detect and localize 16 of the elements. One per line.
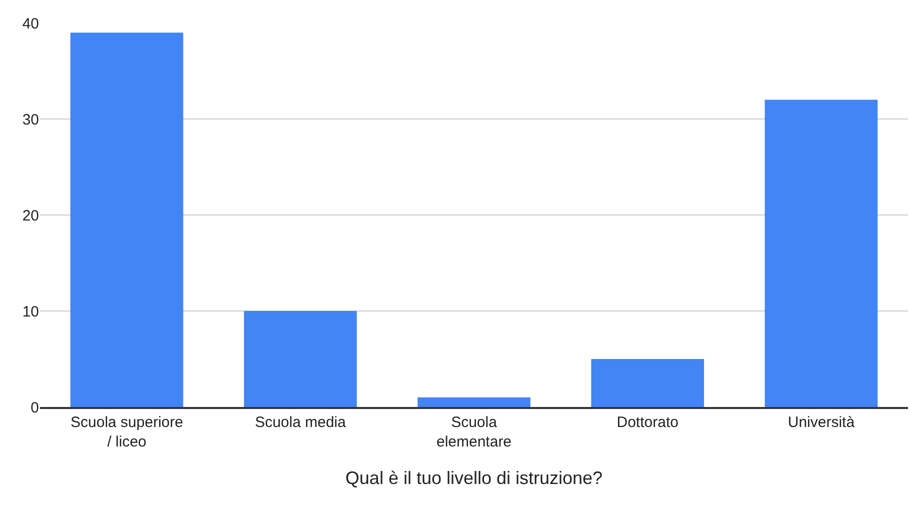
- bar: [70, 32, 184, 407]
- y-tick-label: 40: [22, 15, 39, 32]
- x-tick-label: Scuola media: [254, 414, 346, 431]
- x-axis-title: Qual è il tuo livello di istruzione?: [345, 468, 603, 488]
- x-tick-label: Scuola elementare: [436, 414, 512, 450]
- y-tick-label: 30: [22, 111, 39, 128]
- y-tick-label: 10: [22, 303, 39, 320]
- y-tick-label: 0: [30, 399, 39, 416]
- y-tick-label: 20: [22, 207, 39, 224]
- x-tick-label: Scuola superiore / liceo: [70, 414, 184, 450]
- x-tick-label: Dottorato: [616, 414, 678, 431]
- x-tick-label: Università: [788, 414, 856, 431]
- bar: [591, 359, 704, 407]
- bar: [244, 311, 357, 407]
- bar: [418, 397, 530, 407]
- bar: [764, 100, 878, 407]
